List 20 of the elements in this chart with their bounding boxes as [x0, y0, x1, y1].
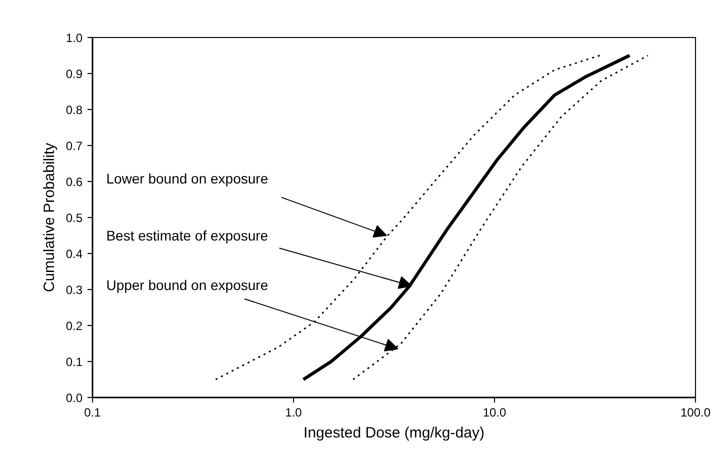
- x-tick-label: 0.1: [84, 406, 102, 420]
- x-tick-label: 100.0: [680, 406, 711, 420]
- y-tick-label: 0.9: [66, 67, 83, 81]
- x-tick-label: 1.0: [285, 406, 302, 420]
- y-tick-label: 0.4: [66, 247, 83, 261]
- annotation: Upper bound on exposure: [106, 276, 268, 293]
- y-axis-title: Cumulative Probability: [40, 142, 58, 292]
- y-tick-label: 0.8: [66, 103, 83, 117]
- y-tick-label: 0.6: [66, 175, 83, 189]
- y-tick-label: 0.3: [66, 283, 83, 297]
- y-tick-label: 0.0: [66, 391, 83, 405]
- x-tick-label: 10.0: [482, 406, 507, 420]
- y-tick-label: 0.2: [66, 319, 83, 333]
- y-tick-label: 0.5: [66, 211, 83, 225]
- y-tick-label: 0.1: [66, 355, 83, 369]
- annotation: Lower bound on exposure: [106, 170, 268, 187]
- annotation: Best estimate of exposure: [106, 228, 268, 244]
- y-tick-label: 0.7: [66, 139, 83, 153]
- y-tick-label: 1.0: [66, 31, 83, 45]
- x-axis-title: Ingested Dose (mg/kg-day): [304, 424, 484, 442]
